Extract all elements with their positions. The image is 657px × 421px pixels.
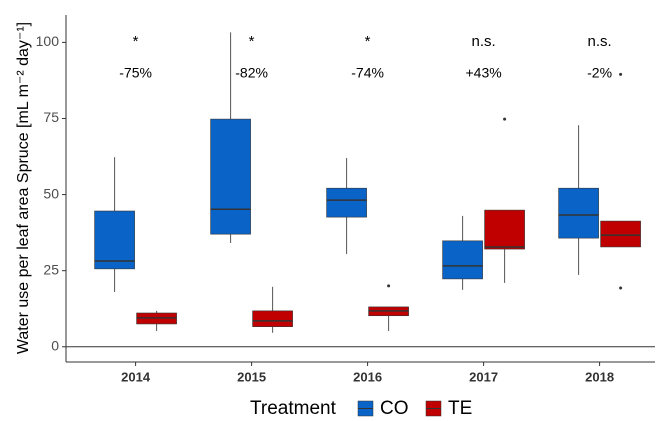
legend-label: CO [380,398,409,419]
significance: n.s. [588,33,612,50]
legend-title: Treatment [250,398,337,419]
y-tick-label: 75 [43,109,59,125]
y-tick-label: 100 [36,33,60,49]
change-label: -82% [235,65,268,81]
box [442,240,483,280]
box [600,220,641,248]
y-tick-label: 0 [51,337,59,353]
legend-label: TE [448,398,472,419]
box [252,310,293,327]
box [484,209,525,250]
x-tick-label: 2017 [469,369,498,384]
box [558,187,599,239]
change-label: -74% [351,65,384,81]
y-axis-title: Water use per leaf area Spruce [mL m⁻² d… [15,22,32,354]
outlier [387,284,391,288]
significance: * [249,33,255,50]
outlier [619,72,623,76]
x-tick-label: 2014 [121,369,151,384]
box [94,210,135,270]
box [210,118,251,235]
x-tick-label: 2016 [353,369,382,384]
significance: n.s. [472,33,496,50]
significance: * [365,33,371,50]
outlier [503,117,507,121]
change-label: -75% [119,65,152,81]
change-label: +43% [465,65,501,81]
outlier [619,286,623,290]
y-tick-label: 50 [43,185,59,201]
x-tick-label: 2018 [585,369,614,384]
x-tick-label: 2015 [237,369,266,384]
significance: * [133,33,139,50]
change-label: -2% [587,65,612,81]
y-tick-label: 25 [43,261,59,277]
box [326,187,367,218]
